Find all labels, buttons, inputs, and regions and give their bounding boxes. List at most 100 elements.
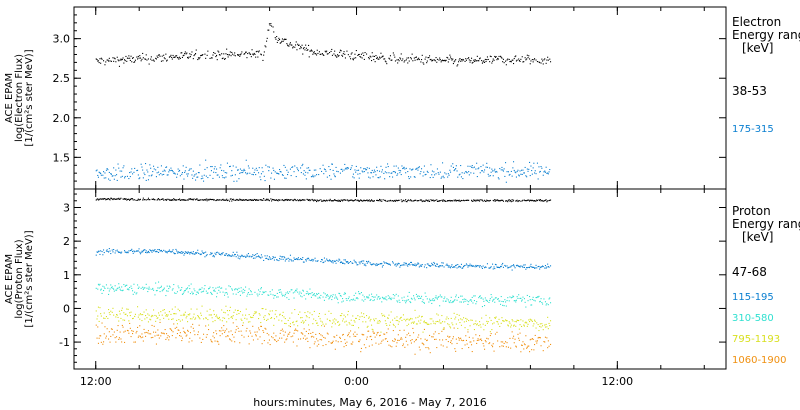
data-point	[222, 329, 224, 331]
data-point	[343, 259, 345, 261]
data-point	[385, 262, 387, 264]
data-point	[402, 345, 404, 347]
data-point	[360, 53, 362, 55]
data-point	[323, 292, 325, 294]
data-point	[468, 199, 470, 201]
data-point	[376, 166, 378, 168]
data-point	[504, 299, 506, 301]
data-point	[319, 297, 321, 299]
data-point	[113, 167, 115, 169]
data-point	[114, 252, 116, 254]
data-point	[150, 319, 152, 321]
data-point	[283, 39, 285, 41]
data-point	[129, 287, 131, 289]
data-point	[257, 338, 259, 340]
data-point	[159, 321, 161, 323]
data-point	[410, 302, 412, 304]
data-point	[185, 252, 187, 254]
data-point	[395, 165, 397, 167]
data-point	[204, 168, 206, 170]
data-point	[107, 250, 109, 252]
data-point	[459, 173, 461, 175]
data-point	[179, 199, 181, 201]
data-point	[142, 197, 144, 199]
data-point	[424, 292, 426, 294]
data-point	[166, 252, 168, 254]
data-point	[427, 57, 429, 59]
data-point	[97, 60, 99, 62]
data-point	[438, 266, 440, 268]
data-point	[157, 56, 159, 58]
data-point	[179, 57, 181, 59]
data-point	[304, 49, 306, 51]
data-point	[445, 300, 447, 302]
data-point	[463, 339, 465, 341]
data-point	[279, 42, 281, 44]
data-point	[486, 299, 488, 301]
data-point	[143, 328, 145, 330]
data-point	[252, 254, 254, 256]
data-point	[158, 174, 160, 176]
data-point	[313, 318, 315, 320]
data-point	[508, 300, 510, 302]
data-point	[516, 264, 518, 266]
data-point	[305, 338, 307, 340]
data-point	[459, 58, 461, 60]
y-tick-label-proton: 0	[63, 302, 70, 315]
data-point	[215, 315, 217, 317]
data-point	[532, 338, 534, 340]
data-point	[336, 334, 338, 336]
data-point	[268, 166, 270, 168]
data-point	[281, 256, 283, 258]
data-point	[210, 199, 212, 201]
data-point	[108, 60, 110, 62]
data-point	[207, 177, 209, 179]
data-point	[225, 253, 227, 255]
data-point	[245, 172, 247, 174]
data-point	[239, 55, 241, 57]
data-point	[137, 55, 139, 57]
data-point	[446, 56, 448, 58]
data-point	[310, 332, 312, 334]
data-point	[498, 266, 500, 268]
data-point	[528, 199, 530, 201]
data-point	[112, 307, 114, 309]
data-point	[403, 166, 405, 168]
data-point	[184, 199, 186, 201]
data-point	[365, 169, 367, 171]
data-point	[513, 342, 515, 344]
data-point	[494, 168, 496, 170]
data-point	[122, 167, 124, 169]
data-point	[334, 336, 336, 338]
data-point	[429, 300, 431, 302]
data-point	[154, 335, 156, 337]
data-point	[193, 288, 195, 290]
data-point	[448, 324, 450, 326]
data-point	[161, 290, 163, 292]
data-point	[344, 292, 346, 294]
data-point	[308, 293, 310, 295]
data-point	[439, 294, 441, 296]
data-point	[529, 199, 531, 201]
data-point	[225, 288, 227, 290]
data-point	[450, 200, 452, 202]
data-point	[532, 200, 534, 202]
data-point	[200, 55, 202, 57]
data-point	[174, 253, 176, 255]
data-point	[120, 289, 122, 291]
data-point	[444, 200, 446, 202]
data-point	[506, 265, 508, 267]
data-point	[252, 199, 254, 201]
data-point	[293, 171, 295, 173]
data-point	[527, 345, 529, 347]
data-point	[353, 200, 355, 202]
data-point	[111, 249, 113, 251]
data-point	[416, 200, 418, 202]
data-point	[114, 175, 116, 177]
data-point	[307, 172, 309, 174]
data-point	[245, 256, 247, 258]
data-point	[189, 293, 191, 295]
data-point	[326, 295, 328, 297]
data-point	[105, 169, 107, 171]
data-point	[467, 199, 469, 201]
